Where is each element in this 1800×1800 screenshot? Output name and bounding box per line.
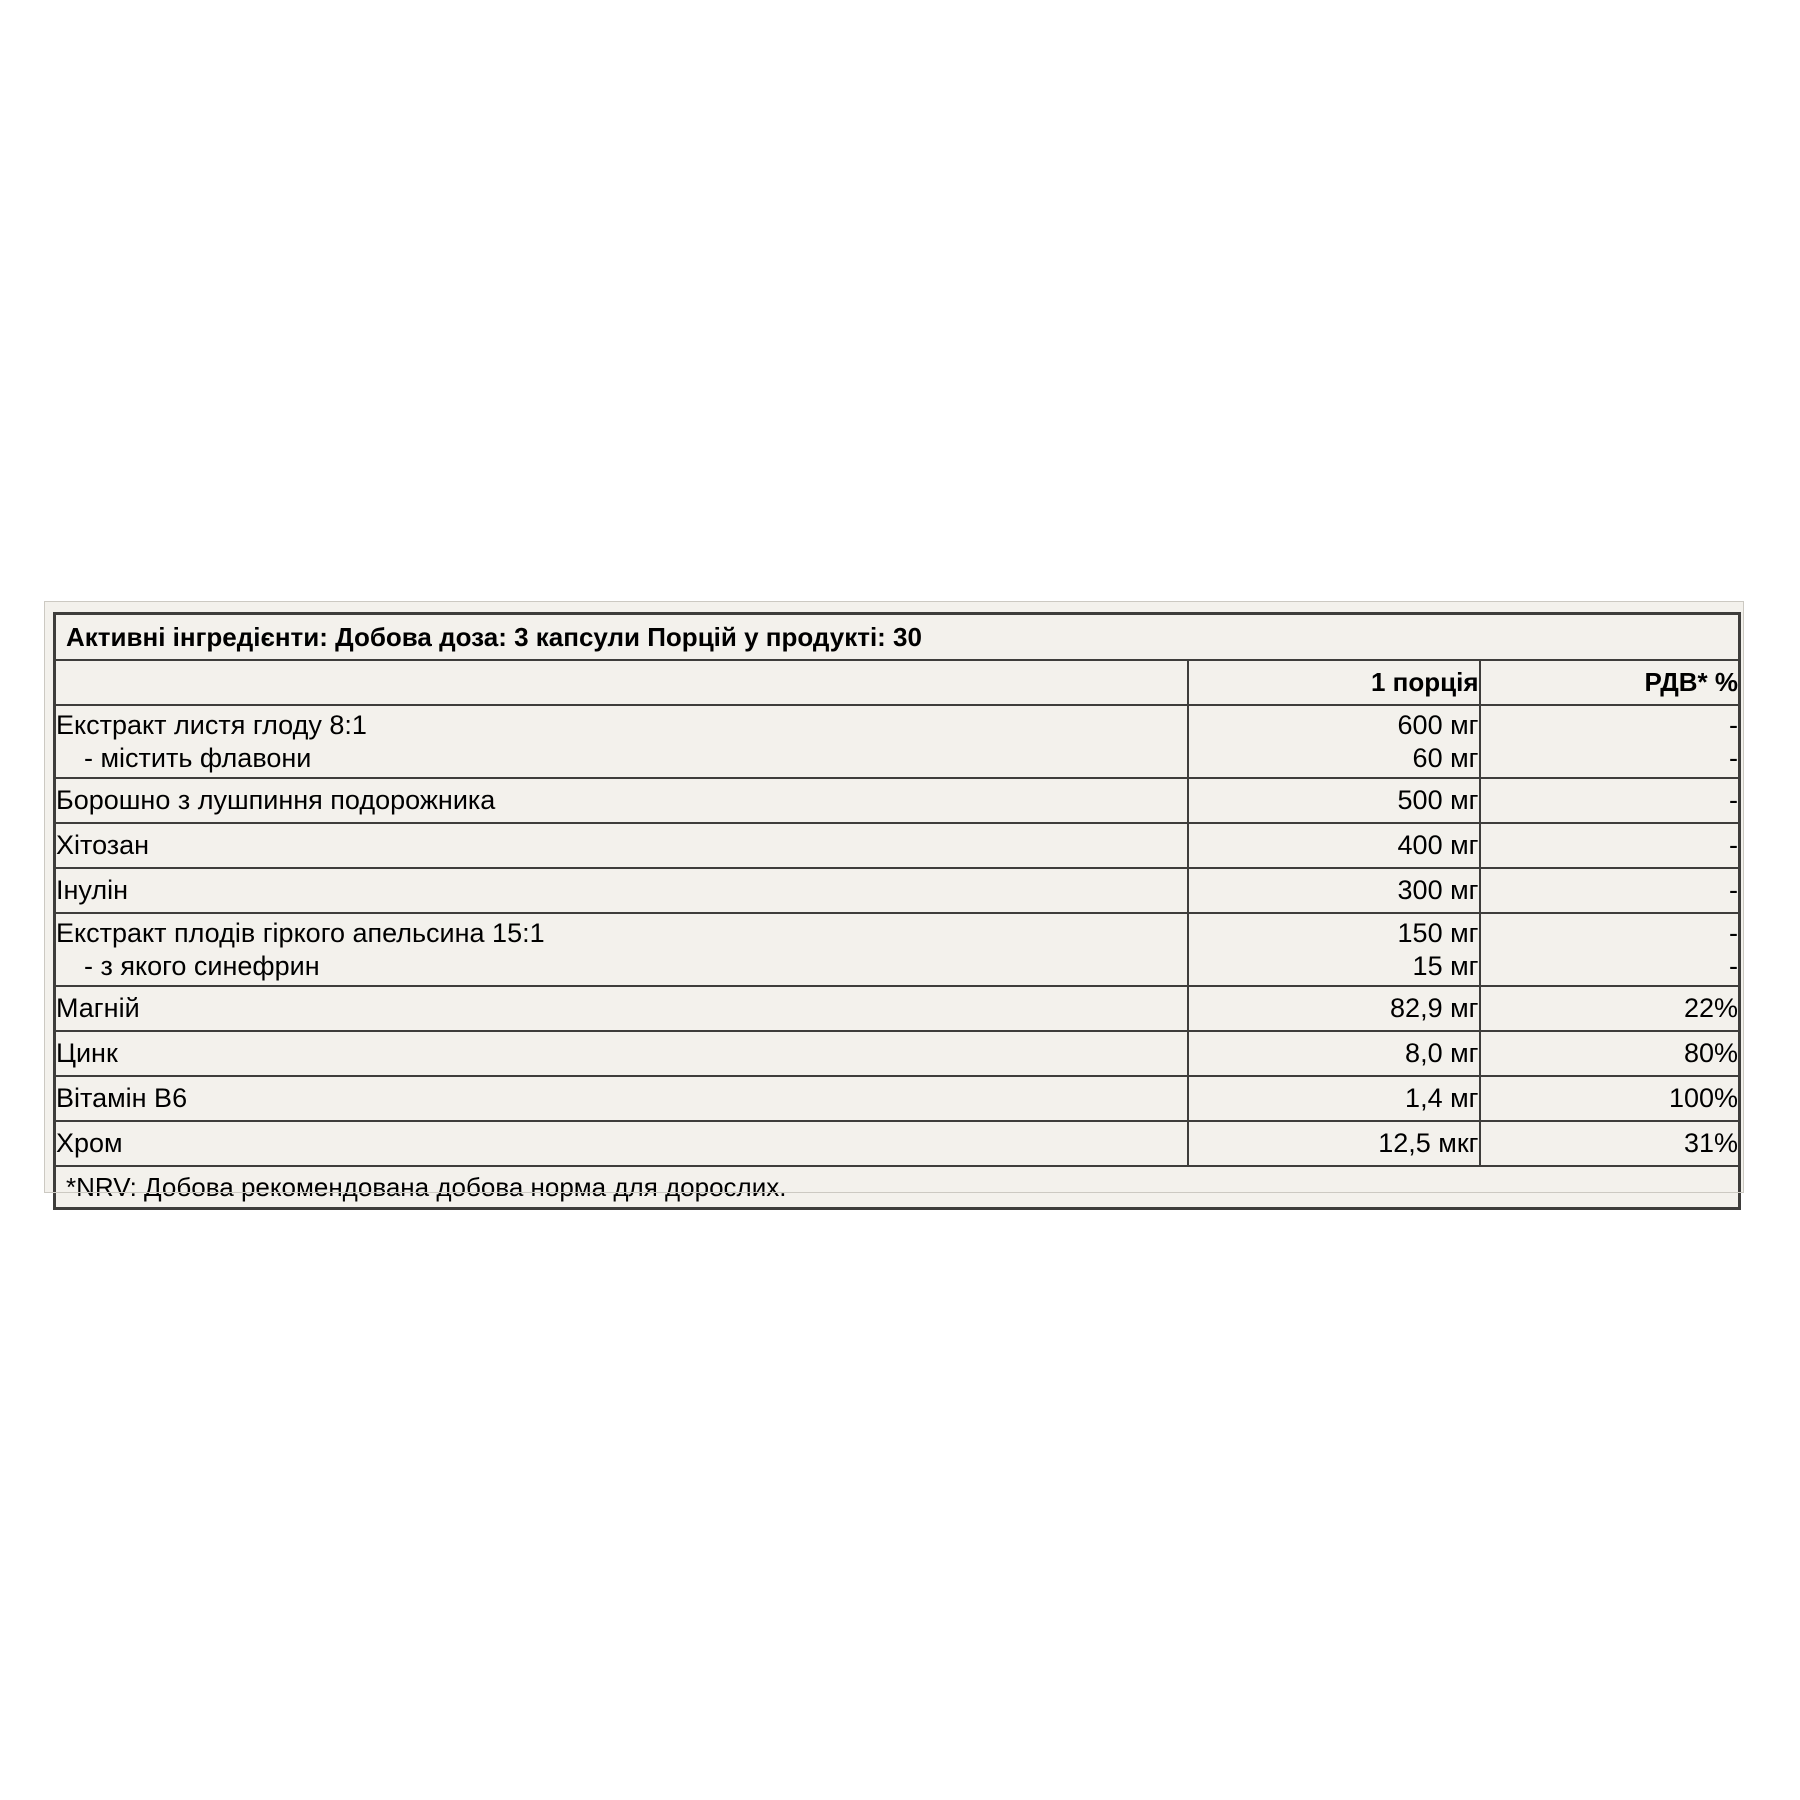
ingredient-name: Магній bbox=[53, 985, 1189, 1032]
amount-sub-value: 60 мг bbox=[1412, 742, 1479, 773]
amount-value: 150 мг bbox=[1397, 917, 1479, 948]
amount-value: 8,0 мг bbox=[1186, 1030, 1481, 1077]
amount-sub-value: 15 мг bbox=[1412, 950, 1479, 981]
nrv-value: - bbox=[1729, 917, 1738, 948]
nrv-value: - bbox=[1478, 867, 1741, 914]
ingredient-name: Вітамін B6 bbox=[53, 1075, 1189, 1122]
table-row: Борошно з лушпиння подорожника 500 мг - bbox=[53, 777, 1741, 824]
ingredient-sub-name: - з якого синефрин bbox=[84, 950, 320, 981]
ingredient-name: Цинк bbox=[53, 1030, 1189, 1077]
table-row: Хром 12,5 мкг 31% bbox=[53, 1120, 1741, 1167]
footnote-row: *NRV: Добова рекомендована добова норма … bbox=[53, 1165, 1741, 1210]
table-title: Активні інгредієнти: Добова доза: 3 капс… bbox=[53, 612, 1741, 661]
column-header-nrv: РДВ* % bbox=[1478, 659, 1741, 706]
nrv-value: - bbox=[1478, 777, 1741, 824]
ingredient-sub-name: - містить флавони bbox=[84, 742, 312, 773]
table-row: Вітамін B6 1,4 мг 100% bbox=[53, 1075, 1741, 1122]
supplement-facts-table: Активні інгредієнти: Добова доза: 3 капс… bbox=[53, 612, 1741, 1210]
nrv-value: - bbox=[1729, 709, 1738, 740]
column-header-ingredient bbox=[53, 659, 1189, 706]
table-row: Магній 82,9 мг 22% bbox=[53, 985, 1741, 1032]
table-row: Екстракт листя глоду 8:1 - містить флаво… bbox=[53, 704, 1741, 779]
amount-value: 1,4 мг bbox=[1186, 1075, 1481, 1122]
column-header-row: 1 порція РДВ* % bbox=[53, 659, 1741, 706]
ingredient-name: Екстракт плодів гіркого апельсина 15:1 bbox=[56, 917, 545, 948]
ingredient-name: Інулін bbox=[53, 867, 1189, 914]
amount-value: 400 мг bbox=[1186, 822, 1481, 869]
amount-value: 82,9 мг bbox=[1186, 985, 1481, 1032]
table-row: Хітозан 400 мг - bbox=[53, 822, 1741, 869]
ingredient-name: Борошно з лушпиння подорожника bbox=[53, 777, 1189, 824]
nrv-value: 100% bbox=[1478, 1075, 1741, 1122]
column-header-per-serving: 1 порція bbox=[1186, 659, 1481, 706]
table-title-row: Активні інгредієнти: Добова доза: 3 капс… bbox=[53, 612, 1741, 661]
nrv-sub-value: - bbox=[1729, 742, 1738, 773]
amount-value: 500 мг bbox=[1186, 777, 1481, 824]
nrv-value: 80% bbox=[1478, 1030, 1741, 1077]
amount-value: 12,5 мкг bbox=[1186, 1120, 1481, 1167]
table-row: Інулін 300 мг - bbox=[53, 867, 1741, 914]
supplement-facts-panel: Активні інгредієнти: Добова доза: 3 капс… bbox=[44, 601, 1744, 1210]
ingredient-name: Хітозан bbox=[53, 822, 1189, 869]
amount-value: 600 мг bbox=[1397, 709, 1479, 740]
amount-value: 300 мг bbox=[1186, 867, 1481, 914]
ingredient-name: Екстракт листя глоду 8:1 bbox=[56, 709, 367, 740]
nrv-value: - bbox=[1478, 822, 1741, 869]
nrv-value: 22% bbox=[1478, 985, 1741, 1032]
ingredient-name: Хром bbox=[53, 1120, 1189, 1167]
footnote: *NRV: Добова рекомендована добова норма … bbox=[53, 1165, 1741, 1210]
table-row: Екстракт плодів гіркого апельсина 15:1 -… bbox=[53, 912, 1741, 987]
nrv-value: 31% bbox=[1478, 1120, 1741, 1167]
nrv-sub-value: - bbox=[1729, 950, 1738, 981]
table-row: Цинк 8,0 мг 80% bbox=[53, 1030, 1741, 1077]
